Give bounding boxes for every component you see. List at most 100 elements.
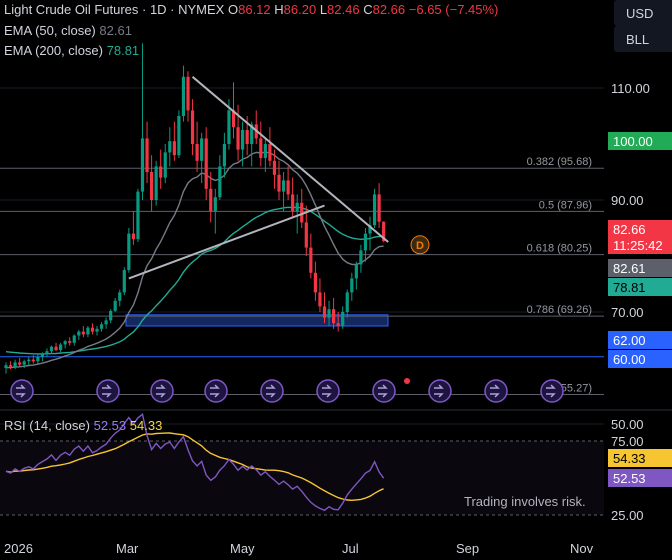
symbol-legend[interactable]: Light Crude Oil Futures · 1D · NYMEX O86… bbox=[4, 2, 498, 17]
candle-body bbox=[309, 247, 313, 273]
event-icon bbox=[540, 379, 564, 403]
ohlc-key-l: L bbox=[316, 2, 328, 17]
candle-body bbox=[363, 233, 368, 251]
trendlines bbox=[128, 76, 389, 280]
fib-label: 0.382 (95.68) bbox=[527, 156, 592, 168]
candle-body bbox=[118, 292, 122, 301]
fib-label: 0.786 (69.26) bbox=[527, 304, 592, 316]
candle-body bbox=[300, 202, 304, 223]
symbol-title[interactable]: Light Crude Oil Futures · 1D · NYMEX bbox=[4, 2, 225, 17]
candle-body bbox=[227, 110, 231, 144]
price-tick: 90.00 bbox=[611, 193, 644, 208]
rsi-label-bg bbox=[608, 469, 672, 487]
candle-body bbox=[368, 225, 372, 234]
candle-body bbox=[54, 346, 58, 351]
candle-body bbox=[40, 354, 44, 357]
candle-body bbox=[327, 309, 331, 318]
candle-body bbox=[195, 144, 199, 161]
price-tick: 50.00 bbox=[611, 417, 644, 432]
countdown-label: 11:25:42 bbox=[613, 238, 663, 253]
price-label: 82.61 bbox=[613, 261, 646, 276]
candle-body bbox=[382, 221, 386, 242]
candle-body bbox=[218, 166, 222, 198]
price-axis[interactable]: 110.00 90.00 70.00 50.00 100.00 82.6611:25:42… bbox=[608, 81, 672, 432]
time-axis[interactable]: 2026 Mar May Jul Sep Nov bbox=[4, 541, 594, 556]
rsi-legend[interactable]: RSI (14, close) 52.53 54.33 bbox=[4, 418, 162, 433]
fib-label: 0.618 (80.25) bbox=[527, 243, 592, 255]
price-label-bg bbox=[608, 331, 672, 349]
event-icon bbox=[260, 379, 284, 403]
candle-body bbox=[168, 141, 172, 153]
rsi-label: RSI (14, close) bbox=[4, 418, 90, 433]
candle-body bbox=[27, 359, 31, 362]
candle-body bbox=[122, 270, 126, 293]
ema50-path bbox=[5, 151, 384, 369]
candle-body bbox=[286, 180, 290, 195]
ohlc-key-c: C bbox=[359, 2, 373, 17]
price-label: 78.81 bbox=[613, 280, 646, 295]
candle-body bbox=[281, 180, 286, 192]
candle-body bbox=[95, 328, 99, 332]
candle-body bbox=[86, 327, 90, 335]
price-label: 60.00 bbox=[613, 352, 646, 367]
candle-body bbox=[186, 76, 190, 111]
ohlc-key-h: H bbox=[270, 2, 284, 17]
candles[interactable] bbox=[4, 43, 386, 374]
candle-body bbox=[150, 172, 154, 200]
risk-disclaimer: Trading involves risk. bbox=[464, 494, 586, 509]
price-label: 62.00 bbox=[613, 333, 646, 348]
candle-body bbox=[263, 144, 267, 158]
candle-body bbox=[154, 166, 158, 200]
rsi-label: 52.53 bbox=[613, 471, 646, 486]
candle-body bbox=[36, 356, 40, 362]
event-arrow-icon bbox=[102, 384, 112, 398]
event-markers[interactable]: D bbox=[10, 235, 564, 403]
candle-body bbox=[222, 144, 226, 167]
candle-body bbox=[304, 222, 308, 248]
ema50-legend[interactable]: EMA (50, close) 82.61 bbox=[4, 23, 132, 38]
candle-body bbox=[359, 250, 363, 265]
candle-body bbox=[22, 361, 26, 365]
unit-button[interactable]: BLL bbox=[614, 26, 672, 52]
event-arrow-icon bbox=[434, 384, 444, 398]
ohlc-value-o: 86.12 bbox=[238, 2, 271, 17]
event-icon bbox=[96, 379, 120, 403]
event-icon bbox=[10, 379, 34, 403]
ohlc-value-l: 82.46 bbox=[327, 2, 360, 17]
candle-body bbox=[236, 127, 240, 150]
candle-body bbox=[277, 174, 281, 192]
currency-button[interactable]: USD bbox=[614, 0, 672, 26]
candle-body bbox=[259, 138, 263, 158]
time-tick: 2026 bbox=[4, 541, 33, 556]
event-icon bbox=[316, 379, 340, 403]
rsi-ma-path bbox=[5, 432, 384, 502]
candle-body bbox=[163, 152, 167, 178]
candle-body bbox=[8, 365, 13, 367]
time-tick: Mar bbox=[116, 541, 139, 556]
ema200-value: 78.81 bbox=[106, 43, 140, 58]
candle-body bbox=[322, 306, 327, 318]
candle-body bbox=[250, 124, 254, 144]
ema200-legend[interactable]: EMA (200, close) 78.81 bbox=[4, 43, 139, 58]
event-arrow-icon bbox=[210, 384, 220, 398]
candle-body bbox=[140, 138, 145, 192]
event-icon bbox=[372, 379, 396, 403]
candle-body bbox=[68, 341, 72, 343]
candle-body bbox=[291, 194, 295, 212]
event-arrow-icon bbox=[546, 384, 556, 398]
candle-body bbox=[209, 188, 213, 212]
candle-body bbox=[204, 138, 208, 189]
price-change: −6.65 (−7.45%) bbox=[408, 2, 499, 17]
candle-body bbox=[136, 191, 140, 240]
price-label: 82.66 bbox=[613, 222, 646, 237]
candle-body bbox=[31, 359, 35, 362]
event-icon bbox=[484, 379, 508, 403]
candle-body bbox=[190, 110, 195, 144]
candle-body bbox=[172, 141, 176, 156]
candle-body bbox=[4, 365, 8, 368]
candle-body bbox=[372, 194, 377, 226]
ema50-line bbox=[5, 151, 384, 369]
lower-trendline bbox=[128, 204, 325, 280]
